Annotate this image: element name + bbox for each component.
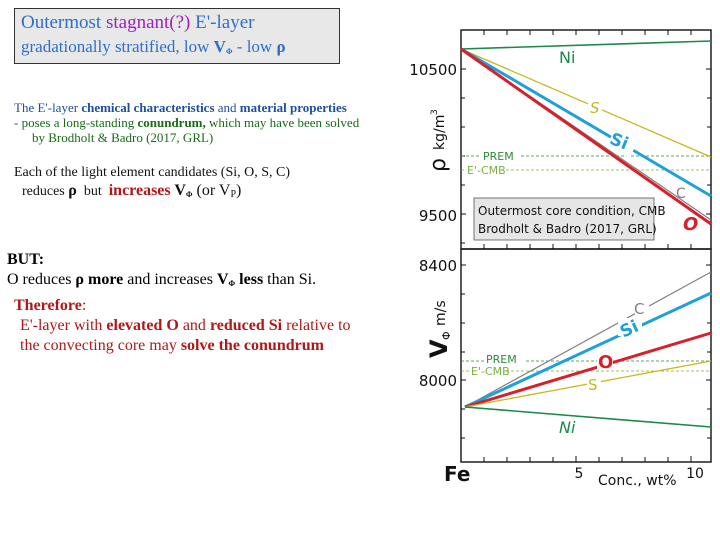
text: which may have been solved [205,115,360,130]
s-label: S [588,376,598,394]
o-label: O [683,214,698,235]
v-symbol: V [216,271,229,288]
text: The E'-layer [14,100,82,115]
annotation-line-1: Outermost core condition, CMB [478,204,666,218]
ecmb-label: E'-CMB [467,164,506,177]
fe-label: Fe [444,462,470,486]
para1-line3: by Brodholt & Badro (2017, GRL) [32,130,214,145]
title-line-2: gradationally stratified, low VΦ - low ρ [21,35,333,64]
text: relative to [282,317,351,334]
v-symbol: V [170,182,186,199]
text: O reduces [7,271,76,288]
conundrum: conundrum, [137,115,206,130]
series-s [460,48,712,158]
subtitle-text-mid: - low [232,37,277,56]
unit-superscript: 3 [430,109,440,115]
more-emphasis: more [83,271,124,288]
material-properties: material properties [239,100,347,115]
para3-line1: O reduces ρ more and increases VΦ less t… [7,270,351,294]
series-o [464,331,712,409]
title-text-end: E'-layer [190,12,255,33]
increases-emphasis: increases [108,182,171,199]
ni-label: Ni [559,48,575,67]
series-ni [464,406,712,428]
phi-subscript: Φ [228,279,236,288]
rho-symbol: ρ [75,271,84,288]
velocity-axis-label: V Φ m/s [425,300,453,358]
para3-line3: E'-layer with elevated O and reduced Si … [7,316,351,336]
rho-label: ρ [426,158,451,172]
text: but [76,184,109,199]
text: : [81,297,87,314]
ytick-8400: 8400 [419,257,457,275]
paragraph-characteristics: The E'-layer chemical characteristics an… [14,100,359,145]
title-box: Outermost stagnant(?) E'-layer gradation… [14,8,340,64]
elevated-o: elevated O [106,317,179,334]
ytick-8000: 8000 [419,372,457,390]
paragraph-candidates: Each of the light element candidates (Si… [14,164,290,204]
but-heading: BUT: [7,251,45,268]
text: and [214,100,240,115]
prem-label: PREM [483,150,514,163]
phi-subscript: Φ [440,331,453,340]
v-symbol: V [213,37,226,56]
text: and increases [123,271,217,288]
text: the convecting core may [20,337,181,354]
paragraph-conclusion: BUT: O reduces ρ more and increases VΦ l… [7,250,351,356]
v-label: V [425,339,453,358]
velocity-panel: 8400 8000 V Φ m/s PREM E'-CMB C Si O S N… [419,248,712,489]
text: than Si. [263,271,317,288]
x-axis-label: Conc., wt% [598,473,677,489]
density-velocity-chart: 10500 9500 ρ kg/m 3 PREM E'-CMB Ni S Si … [409,29,712,489]
solve-conundrum: solve the conundrum [180,337,324,354]
density-axis-label: ρ kg/m 3 [426,109,451,172]
rho-symbol: ρ [68,182,77,199]
o-label: O [598,352,613,373]
xtick-5: 5 [575,466,584,482]
unit-label: m/s [433,300,449,326]
title-text: Outermost [21,12,106,33]
text: E'-layer with [20,317,107,334]
text: (or V [192,182,231,199]
para1-line2: - poses a long-standing conundrum, which… [14,115,359,130]
rho-symbol: ρ [276,37,286,56]
c-label: C [676,186,686,202]
phi-subscript: Φ [225,47,233,56]
subtitle-text: gradationally stratified, low [21,37,214,56]
reduced-si: reduced Si [209,317,283,334]
series-ni [460,40,712,50]
ytick-9500: 9500 [419,207,457,225]
text: ) [236,182,242,199]
less-emphasis: less [235,271,264,288]
text: reduces [22,184,69,199]
text: - poses a long-standing [14,115,138,130]
series-si [460,47,712,198]
series-si [464,291,712,409]
density-panel: 10500 9500 ρ kg/m 3 PREM E'-CMB Ni S Si … [409,29,712,250]
para1-line1: The E'-layer chemical characteristics an… [14,100,359,115]
para2-line1: Each of the light element candidates (Si… [14,165,291,180]
text: and [178,317,210,334]
chemical-characteristics: chemical characteristics [81,100,215,115]
series-o [460,47,712,226]
therefore-line: Therefore: [7,296,351,316]
s-label: S [590,99,600,117]
title-stagnant: stagnant(?) [105,12,191,33]
c-label: C [634,300,644,318]
annotation-line-2: Brodholt & Badro (2017, GRL) [478,222,657,236]
title-line-1: Outermost stagnant(?) E'-layer [21,11,333,35]
para3-line4: the convecting core may solve the conund… [7,336,351,356]
phi-subscript: Φ [185,190,193,199]
therefore-heading: Therefore [14,297,82,314]
unit-label: kg/m [432,115,448,150]
ni-label: Ni [559,418,576,437]
p-subscript: P [230,189,237,200]
para2-line2: reduces ρ but increases VΦ (or VP) [14,182,290,204]
annotation-box [473,197,655,241]
xtick-10: 10 [686,466,704,482]
ytick-10500: 10500 [409,61,457,79]
ecmb-label: E'-CMB [471,365,510,378]
series-c [464,271,712,408]
prem-label: PREM [486,353,517,366]
